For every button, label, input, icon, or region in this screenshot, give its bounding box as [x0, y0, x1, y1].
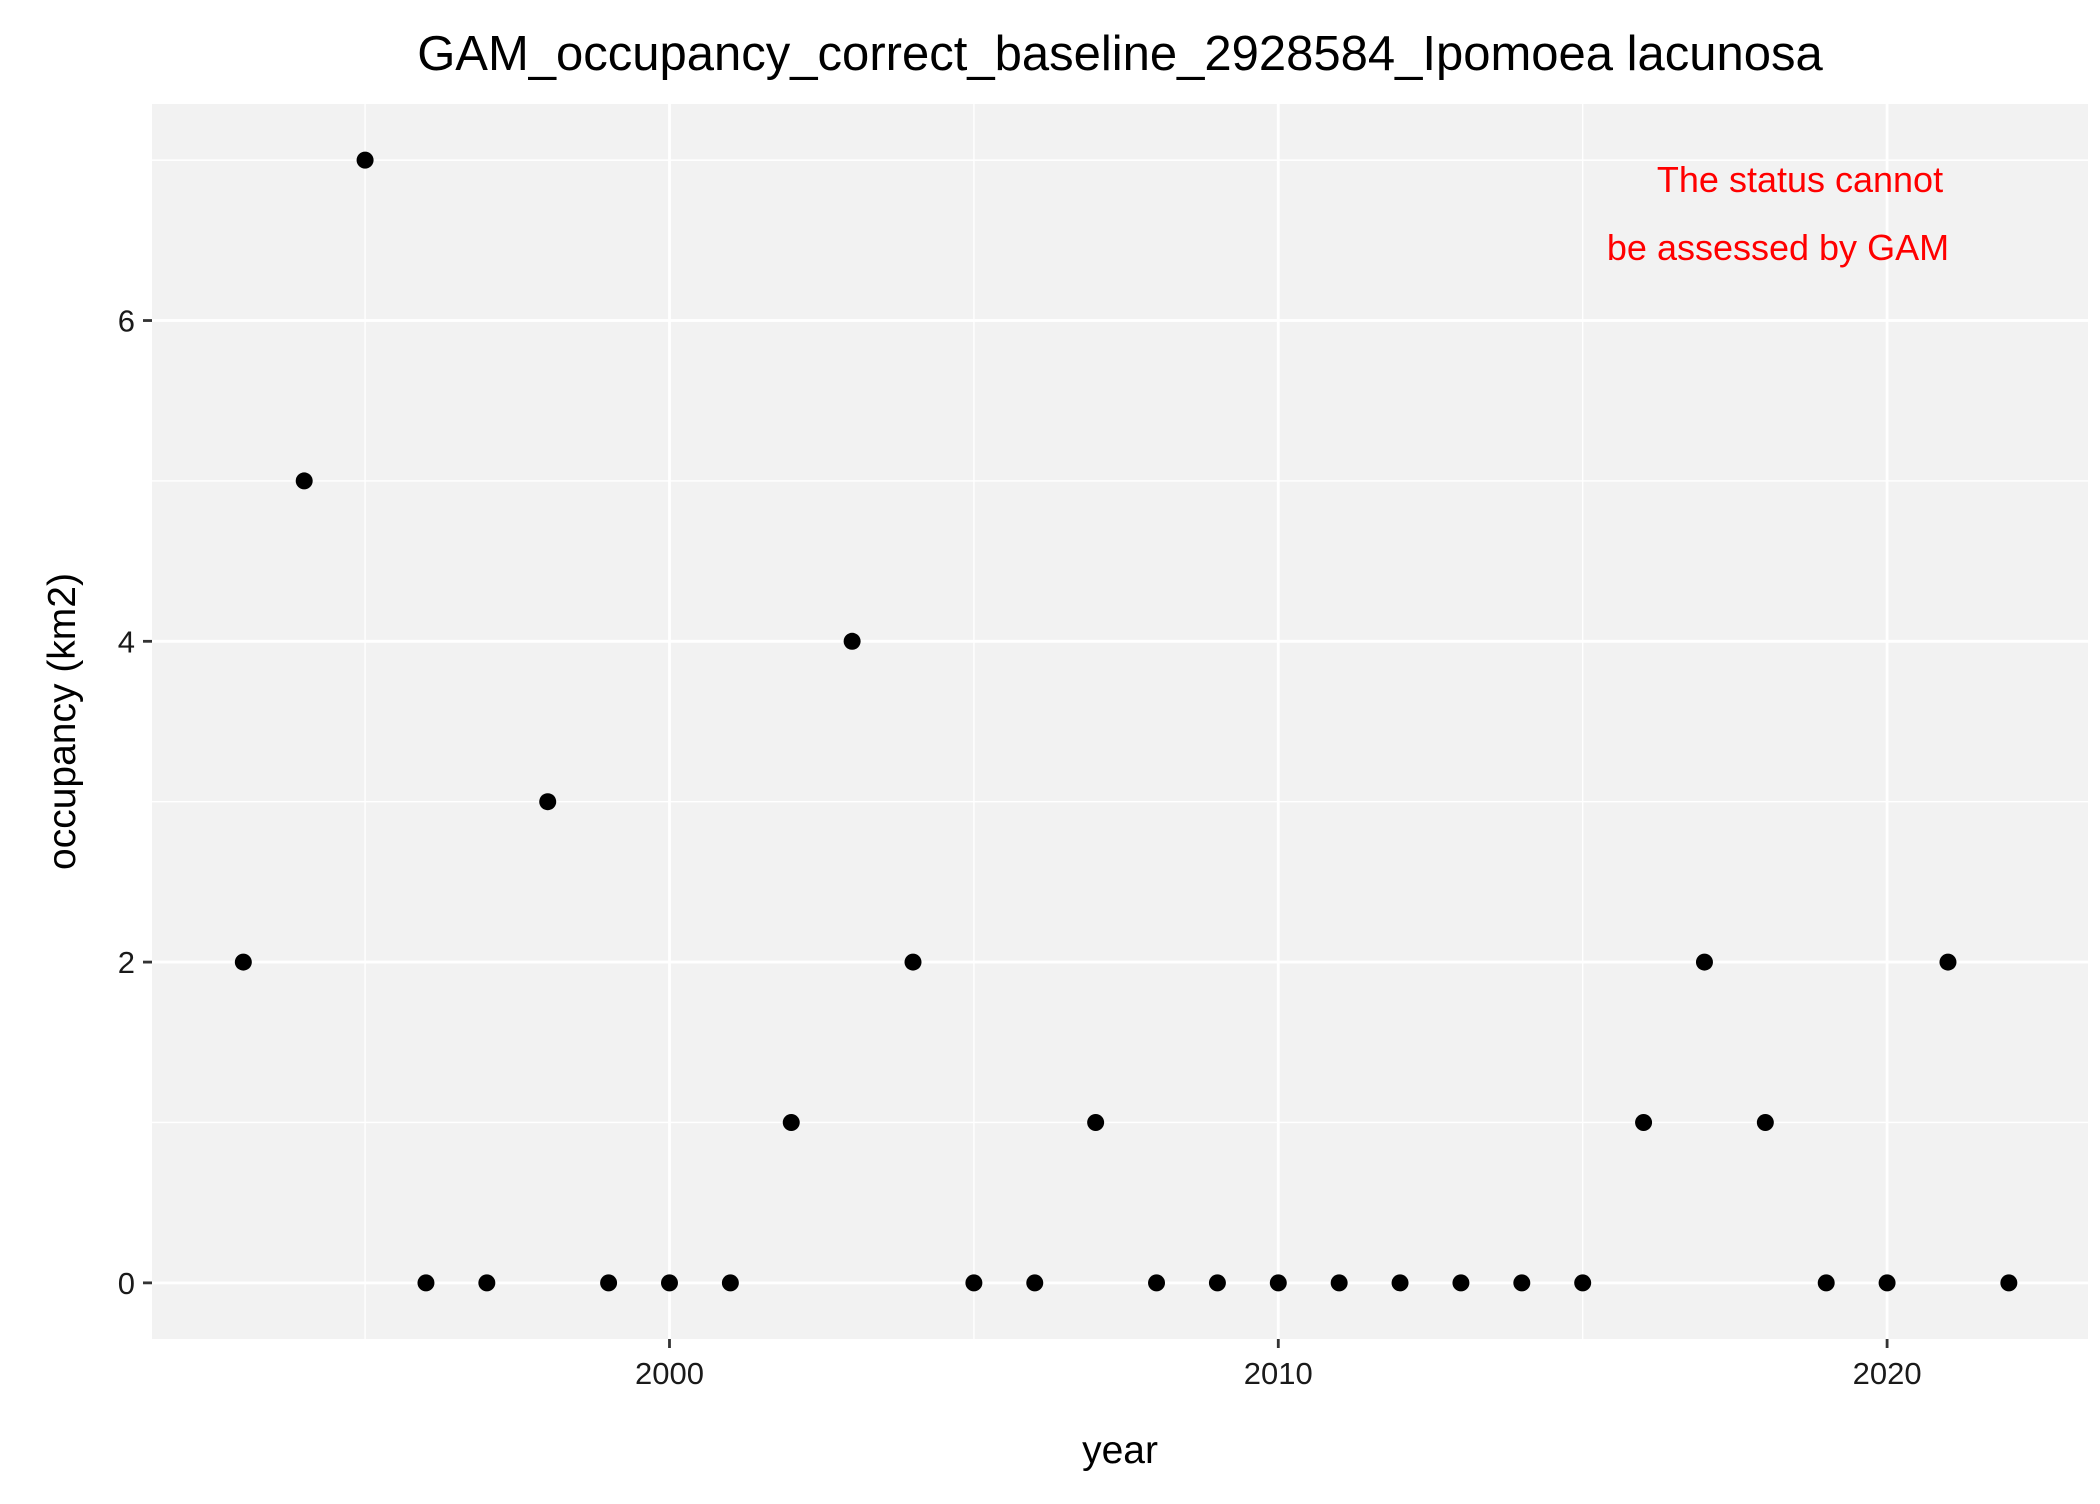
major-gridlines: [152, 104, 2088, 1339]
data-point: [782, 1113, 800, 1131]
data-point: [1208, 1274, 1226, 1292]
data-point: [1878, 1274, 1896, 1292]
x-axis-label: year: [1082, 1429, 1158, 1472]
plot-panel: [152, 104, 2088, 1339]
data-point: [1817, 1274, 1835, 1292]
data-point: [478, 1274, 496, 1292]
data-point: [1330, 1274, 1348, 1292]
data-point: [1087, 1113, 1105, 1131]
data-point: [1026, 1274, 1044, 1292]
y-axis: 0 2 4 6: [118, 304, 152, 1301]
data-point: [1513, 1274, 1531, 1292]
data-point: [1756, 1113, 1774, 1131]
data-point: [600, 1274, 618, 1292]
data-point: [1695, 953, 1713, 971]
y-tick-label: 6: [118, 304, 135, 339]
x-axis: 2000 2010 2020: [635, 1339, 1922, 1391]
y-tick-label: 2: [118, 945, 135, 980]
data-point: [1452, 1274, 1470, 1292]
data-point: [356, 151, 374, 169]
minor-gridlines: [152, 104, 2088, 1339]
data-point: [843, 632, 861, 650]
data-point: [417, 1274, 435, 1292]
y-tick-label: 4: [118, 624, 135, 659]
data-point: [721, 1274, 739, 1292]
x-tick-label: 2010: [1244, 1356, 1313, 1391]
chart-title: GAM_occupancy_correct_baseline_2928584_I…: [417, 27, 1823, 81]
x-tick-label: 2020: [1853, 1356, 1922, 1391]
y-axis-label: occupancy (km2): [41, 573, 84, 870]
x-tick-label: 2000: [635, 1356, 704, 1391]
data-point: [234, 953, 252, 971]
data-point: [1269, 1274, 1287, 1292]
data-point: [1574, 1274, 1592, 1292]
annotation-line-1: The status cannot: [1657, 159, 1943, 200]
annotation-line-2: be assessed by GAM: [1607, 227, 1949, 268]
data-point: [965, 1274, 983, 1292]
y-tick-label: 0: [118, 1266, 135, 1301]
data-point: [295, 472, 313, 490]
data-point: [904, 953, 922, 971]
data-point: [1148, 1274, 1166, 1292]
data-point: [539, 793, 557, 811]
data-point: [2000, 1274, 2018, 1292]
data-points: [234, 151, 2018, 1292]
data-point: [1635, 1113, 1653, 1131]
data-point: [1391, 1274, 1409, 1292]
data-point: [660, 1274, 678, 1292]
data-point: [1939, 953, 1957, 971]
